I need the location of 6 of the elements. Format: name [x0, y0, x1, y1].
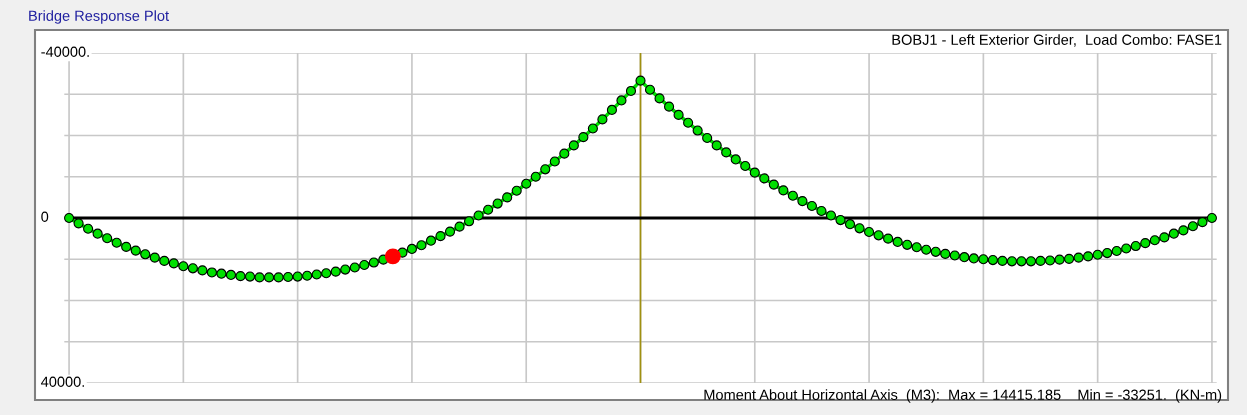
y-tick-label: -40000.: [41, 46, 89, 57]
x-axis-title: Moment About Horizontal Axis (M3): Max = 14415.185 Min = -33251. (KN-m): [704, 389, 1222, 403]
chart-subtitle: BOBJ1 - Left Exterior Girder, Load Combo: FASE1: [892, 34, 1222, 47]
y-tick-label: 40000.: [41, 376, 84, 387]
y-tick-label: 0: [41, 211, 49, 222]
chart-title: Bridge Response Plot: [29, 10, 169, 24]
